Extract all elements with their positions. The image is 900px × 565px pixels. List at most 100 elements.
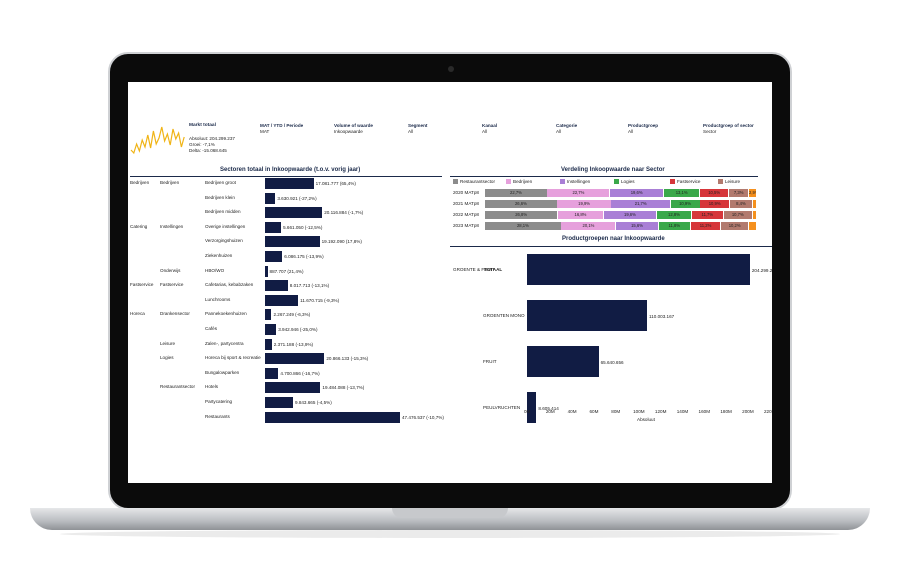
sector-bar[interactable] bbox=[265, 280, 288, 292]
sector-value-label: 20.116.884 (-1,7%) bbox=[324, 210, 364, 216]
sector-bar[interactable] bbox=[265, 236, 320, 248]
camera-icon bbox=[448, 66, 454, 72]
verdeling-segment[interactable]: 10,5% bbox=[700, 189, 729, 197]
productgroep-bar[interactable] bbox=[527, 300, 647, 331]
verdeling-segment[interactable] bbox=[748, 222, 757, 230]
sector-bar[interactable] bbox=[265, 178, 314, 189]
verdeling-segment[interactable]: 10,2% bbox=[721, 222, 749, 230]
filter-value: Sector bbox=[703, 129, 717, 134]
filter-label: Productgroep of sector bbox=[703, 123, 754, 128]
verdeling-segment[interactable]: 22,7% bbox=[547, 189, 610, 197]
sector-bar[interactable] bbox=[265, 338, 272, 350]
sector-row-label: Ziekenhuizen bbox=[205, 253, 233, 258]
filter-label: Volume of waarde bbox=[334, 123, 373, 128]
sector-row-label: Hotels bbox=[205, 384, 219, 390]
verdeling-segment[interactable]: 7,3% bbox=[728, 189, 749, 197]
productgroep-bar[interactable] bbox=[527, 392, 537, 423]
sector-bar[interactable] bbox=[265, 294, 299, 306]
sector-bar[interactable] bbox=[265, 411, 400, 423]
sectors-chart-title: Sectoren totaal in Inkoopwaarde (t.o.v. … bbox=[220, 167, 361, 173]
sparkline-line bbox=[130, 126, 185, 155]
sector-row-label: Lunchrooms bbox=[205, 296, 231, 302]
sector-bar[interactable] bbox=[265, 382, 321, 394]
productgroep-bar[interactable] bbox=[527, 254, 750, 285]
verdeling-segment[interactable]: 19,6% bbox=[603, 211, 657, 219]
legend-swatch bbox=[614, 179, 619, 184]
sector-row-label: Bedrijven klein bbox=[205, 194, 235, 200]
legend-label: Fastservice bbox=[677, 178, 701, 184]
sector-bar[interactable] bbox=[265, 397, 293, 408]
sector-bar[interactable] bbox=[265, 324, 277, 335]
productgroep-value-label: 110.003.167 bbox=[649, 313, 675, 319]
verdeling-segment[interactable]: 21,7% bbox=[611, 200, 670, 208]
verdeling-segment[interactable]: 2,9% bbox=[749, 189, 757, 197]
filter-value: All bbox=[628, 129, 634, 134]
verdeling-segment[interactable]: 13,1% bbox=[663, 189, 700, 197]
sector-row-label: Restaurants bbox=[205, 413, 230, 419]
verdeling-segment[interactable] bbox=[752, 211, 757, 219]
verdeling-segment[interactable]: 22,7% bbox=[485, 189, 547, 197]
legend-swatch bbox=[718, 179, 723, 184]
sector-value-label: 9.843.665 (-4,5%) bbox=[294, 400, 332, 405]
verdeling-segment[interactable]: 10,9% bbox=[700, 200, 730, 208]
sector-row-label: Cafetarias, kebabzaken bbox=[205, 282, 254, 288]
x-tick-label: 20M bbox=[545, 409, 555, 414]
verdeling-segment[interactable]: 19,9% bbox=[557, 200, 611, 208]
verdeling-segment[interactable]: 11,7% bbox=[691, 211, 723, 219]
sector-row-label: Bedrijven groot bbox=[205, 180, 236, 185]
productgroep-label: PEULVRUCHTEN bbox=[483, 404, 521, 410]
verdeling-segment[interactable]: 15,6% bbox=[616, 222, 658, 230]
sector-bar[interactable] bbox=[265, 309, 272, 321]
subsector-label: Leisure bbox=[160, 340, 176, 346]
subsector-label: Instellingen bbox=[160, 223, 184, 229]
x-tick-label: 40M bbox=[567, 409, 577, 414]
sector-bar[interactable] bbox=[265, 192, 276, 204]
productgroepen-title-rule bbox=[450, 246, 772, 247]
sector-row-label: Pannekoekenhuizen bbox=[205, 311, 247, 317]
sector-row-label: HBO/WO bbox=[205, 267, 225, 273]
verdeling-row-label: 2022 MATp8 bbox=[453, 212, 479, 217]
verdeling-segment[interactable]: 19,6% bbox=[609, 189, 664, 197]
sector-bar[interactable] bbox=[265, 367, 279, 379]
sector-row-label: Overige instellingen bbox=[205, 223, 246, 229]
sector-bar[interactable] bbox=[265, 221, 282, 233]
x-tick-label: 200M bbox=[742, 409, 754, 414]
sector-bar[interactable] bbox=[265, 265, 268, 277]
sector-row-label: Horeca bij sport & recreatie bbox=[205, 355, 261, 361]
verdeling-segment[interactable]: 10,9% bbox=[670, 200, 700, 208]
sparkline-chart bbox=[130, 126, 185, 155]
verdeling-chart-title: Verdeling Inkoopwaarde naar Sector bbox=[561, 167, 665, 173]
verdeling-segment[interactable]: 16,8% bbox=[557, 211, 603, 219]
verdeling-segment[interactable] bbox=[752, 200, 757, 208]
verdeling-segment[interactable]: 28,1% bbox=[485, 222, 561, 230]
sector-group-label: Horeca bbox=[130, 311, 145, 317]
legend-label: Instellingen bbox=[567, 178, 591, 184]
legend-label: Restaurantsector bbox=[460, 178, 495, 184]
verdeling-segment[interactable]: 10,7% bbox=[723, 211, 753, 219]
verdeling-segment[interactable]: 8,4% bbox=[729, 200, 753, 208]
verdeling-segment[interactable]: 20,1% bbox=[561, 222, 616, 230]
legend-label: Bedrijven bbox=[513, 178, 533, 184]
sector-value-label: 2.267.249 (-6,3%) bbox=[273, 312, 311, 318]
sectors-title-rule bbox=[130, 176, 442, 177]
laptop-base bbox=[30, 508, 870, 530]
sector-bar[interactable] bbox=[265, 353, 325, 365]
dashboard-screen: Markt totaal Absoluut: 204.299.237 Groei… bbox=[128, 82, 772, 483]
productgroep-value-label: 8.605.414 bbox=[538, 405, 559, 411]
productgroep-bar[interactable] bbox=[527, 346, 599, 377]
verdeling-segment[interactable]: 26,8% bbox=[485, 211, 558, 219]
sector-bar[interactable] bbox=[265, 251, 283, 262]
verdeling-segment[interactable]: 11,2% bbox=[690, 222, 721, 230]
productgroep-value-label: 204.299.237 bbox=[751, 267, 772, 273]
verdeling-segment[interactable]: 11,8% bbox=[658, 222, 691, 230]
sector-bar[interactable] bbox=[265, 207, 323, 219]
verdeling-segment[interactable]: 12,8% bbox=[656, 211, 692, 219]
productgroep-group-label: GROENTE & FRUIT bbox=[453, 267, 495, 272]
markt-groei: Groei: -7,1% bbox=[189, 142, 215, 147]
verdeling-segment[interactable]: 26,6% bbox=[485, 200, 557, 208]
filter-label: Kanaal bbox=[482, 123, 498, 128]
productgroep-label: FRUIT bbox=[483, 358, 497, 364]
sector-row-label: Bedrijven midden bbox=[205, 209, 241, 215]
x-tick-label: 140M bbox=[676, 409, 689, 414]
filter-value: All bbox=[408, 129, 414, 134]
